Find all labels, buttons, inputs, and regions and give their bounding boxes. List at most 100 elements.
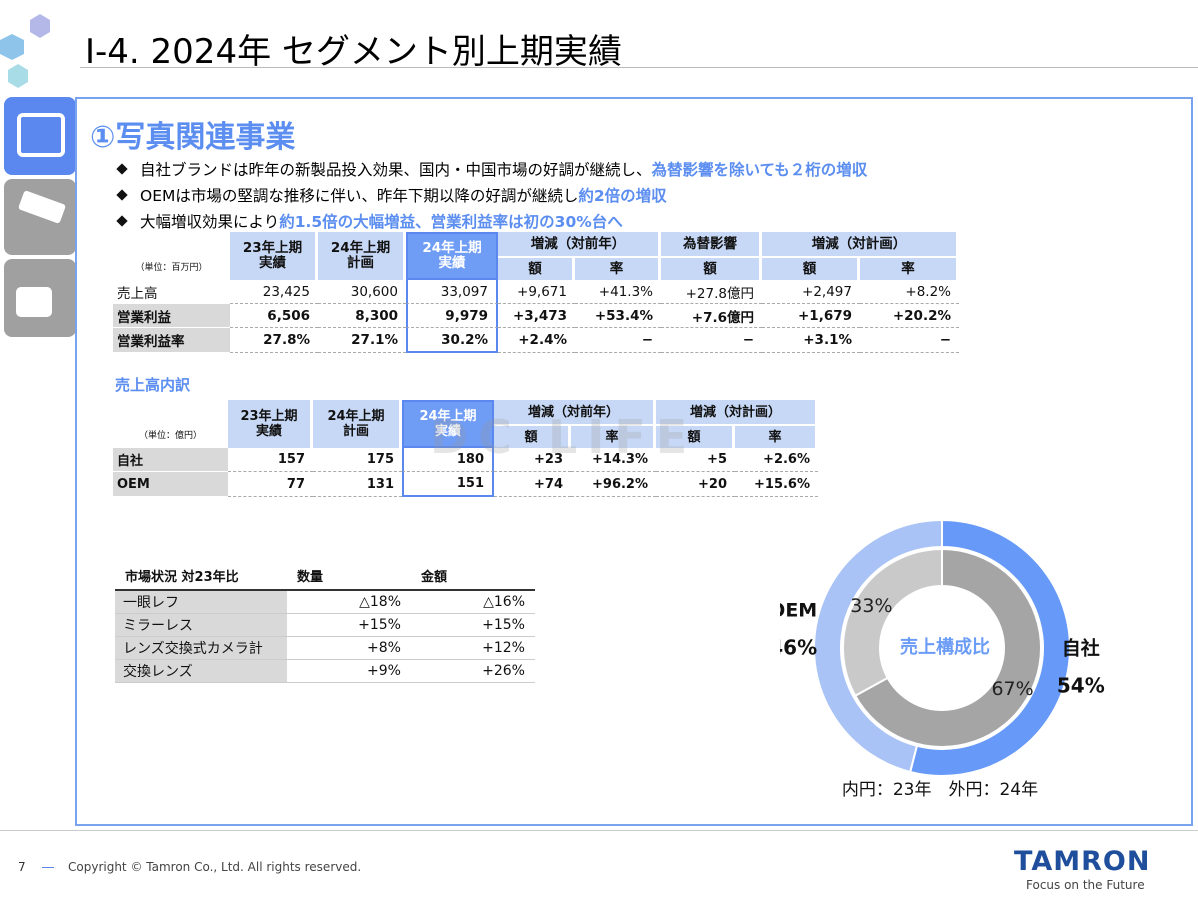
content-frame [75, 97, 1193, 826]
cell: +27.8億円 [661, 280, 762, 304]
hex-decoration [0, 14, 50, 88]
cell: +1,679 [762, 304, 860, 328]
bullet-highlight: 為替影響を除いても２桁の増収 [651, 161, 868, 179]
bullet-list: 自社ブランドは昨年の新製品投入効果、国内・中国市場の好調が継続し、 為替影響を除い… [116, 156, 868, 234]
cell: +9,671 [498, 280, 575, 304]
header-row: （単位：億円） 23年上期 実績 24年上期 計画 24年上期 実績 増減（対前年） 増減… [113, 400, 818, 448]
group-header: 増減（対前年） [498, 232, 661, 258]
donut-slice [813, 518, 943, 774]
cell: +2.6% [735, 448, 818, 472]
bullet-marker [116, 163, 128, 175]
sub-header: 額 [762, 258, 860, 280]
tagline: Focus on the Future [1026, 878, 1145, 892]
outer-name: 自社 [1062, 636, 1100, 659]
group-header: 増減（対計画） [656, 400, 818, 426]
sub-header: 率 [575, 258, 661, 280]
cell: 33,097 [406, 280, 498, 304]
row-label: 交換レンズ [115, 660, 287, 683]
sub-header: 率 [735, 426, 818, 448]
row-label: 営業利益 [113, 304, 230, 328]
donut-slice [853, 547, 1042, 748]
bullet-text: 自社ブランドは昨年の新製品投入効果、国内・中国市場の好調が継続し、 [140, 161, 652, 179]
market-table: 市場状況 対23年比 数量 金額 一眼レフ △18% △16% ミラーレス +15% +15% レ… [115, 570, 535, 683]
row-label: レンズ交換式カメラ計 [115, 637, 287, 660]
cell: +7.6億円 [661, 304, 762, 328]
cell: 175 [313, 448, 402, 472]
row-label: 自社 [113, 448, 228, 472]
cell: 9,979 [406, 304, 498, 328]
cell: +3,473 [498, 304, 575, 328]
cell: 8,300 [318, 304, 406, 328]
group-header: 増減（対計画） [762, 232, 959, 258]
outer-name: OEM [780, 600, 817, 622]
sub-header: 額 [661, 258, 762, 280]
title: Ⅰ-4. 2024年 セグメント別上期実績 [85, 32, 622, 72]
cell: +74 [494, 472, 571, 497]
outer-label: 46% [780, 636, 817, 660]
data-row: レンズ交換式カメラ計 +8% +12% [115, 637, 535, 660]
data-row: 営業利益 6,506 8,300 9,979 +3,473 +53.4% +7.6億円 +1,… [113, 304, 959, 328]
cell: +5 [656, 448, 735, 472]
sub-header: 額 [494, 426, 571, 448]
cell: △16% [411, 591, 535, 614]
cell: 180 [402, 448, 494, 472]
cell: +9% [287, 660, 411, 683]
data-row: 交換レンズ +9% +26% [115, 660, 535, 683]
market-header: 市場状況 対23年比 [115, 570, 287, 591]
bullet-text: 大幅増収効果により [140, 213, 280, 231]
cell: 23,425 [230, 280, 318, 304]
outer-label: 54% [1057, 673, 1105, 697]
inner-label: 33% [850, 595, 892, 617]
donut-slice [908, 518, 1071, 777]
cell: +20.2% [860, 304, 959, 328]
sub-header: 額 [498, 258, 575, 280]
watermark: DC LIFE [430, 410, 698, 464]
column-header: 24年上期 計画 [313, 400, 402, 448]
title-rule [80, 67, 1198, 68]
bullet: OEMは市場の堅調な推移に伴い、昨年下期以降の好調が継続し 約2倍の増収 [116, 182, 867, 208]
cell: 157 [228, 448, 313, 472]
row-label: 営業利益率 [113, 328, 230, 353]
bullet-highlight: 約2倍の増収 [578, 187, 667, 205]
sub-header: 額 [656, 426, 735, 448]
note: 内円：23年 外円：24年 [842, 780, 1038, 800]
column-header: 24年上期 実績 [406, 232, 498, 280]
data-row: 売上高 23,425 30,600 33,097 +9,671 +41.3% +27.8億円… [113, 280, 959, 304]
cell: 30,600 [318, 280, 406, 304]
breakdown-title: 売上高内訳 [115, 376, 191, 394]
bullet-highlight: 約1.5倍の大幅増益、営業利益率は初の30%台へ [279, 213, 623, 231]
bullet: 大幅増収効果により 約1.5倍の大幅増益、営業利益率は初の30%台へ [116, 208, 867, 234]
cell: △18% [287, 591, 411, 614]
header-row: （単位：百万円） 23年上期 実績 24年上期 計画 24年上期 実績 増減（対前年）為… [113, 232, 959, 280]
data-row: OEM 77 131 151 +74 +96.2% +20 +15.6% [113, 472, 818, 497]
cell: 30.2% [406, 328, 498, 353]
row-label: ミラーレス [115, 614, 287, 637]
cell: +23 [494, 448, 571, 472]
header-row: 額率額額率 [113, 258, 959, 280]
unit-label: （単位：百万円） [135, 263, 208, 273]
market-header: 数量 [287, 570, 411, 591]
sub-header: 率 [571, 426, 656, 448]
table-wrap: （単位：百万円） 23年上期 実績 24年上期 計画 24年上期 実績 増減（対前年）為… [113, 232, 959, 353]
sidebar [4, 97, 76, 337]
group-header: 増減（対前年） [494, 400, 656, 426]
market-header: 金額 [411, 570, 535, 591]
cell: +12% [411, 637, 535, 660]
cell: +8.2% [860, 280, 959, 304]
cell: 6,506 [230, 304, 318, 328]
header-row: 市場状況 対23年比 数量 金額 [115, 570, 535, 591]
bullet-marker [116, 189, 128, 201]
cell: +15% [411, 614, 535, 637]
header-row: 額率額率 [113, 426, 818, 448]
cell: +96.2% [571, 472, 656, 497]
table-wrap: 市場状況 対23年比 数量 金額 一眼レフ △18% △16% ミラーレス +15% +15% レ… [115, 570, 535, 683]
bullet-marker [116, 215, 128, 227]
group-header: 為替影響 [661, 232, 762, 258]
column-header: 24年上期 実績 [402, 400, 494, 448]
cell: − [575, 328, 661, 353]
cell: +8% [287, 637, 411, 660]
column-header: 23年上期 実績 [230, 232, 318, 280]
table-wrap: （単位：億円） 23年上期 実績 24年上期 計画 24年上期 実績 増減（対前年） 増減… [113, 400, 818, 497]
